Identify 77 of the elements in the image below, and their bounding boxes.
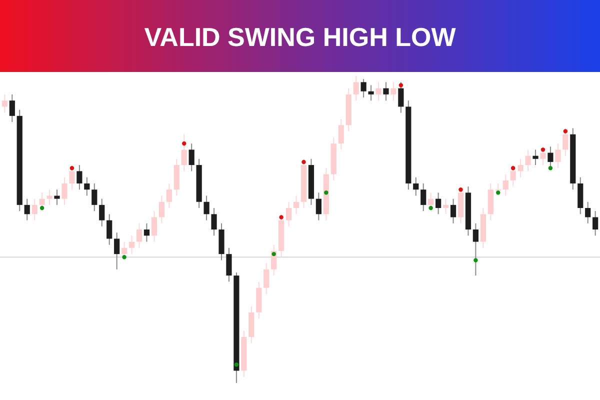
point <box>540 148 546 152</box>
candlestick <box>368 84 374 102</box>
point <box>324 190 328 195</box>
candlestick <box>128 235 135 255</box>
candlestick <box>204 195 210 221</box>
candlestick <box>353 76 359 102</box>
candlestick <box>510 164 516 188</box>
candlestick <box>69 164 75 190</box>
candlestick <box>62 176 68 206</box>
candlestick <box>518 158 524 178</box>
point <box>70 166 74 170</box>
candlestick <box>76 164 82 190</box>
candlestick <box>24 198 30 221</box>
candlestick <box>188 143 194 172</box>
candlestick <box>136 222 142 248</box>
point <box>40 206 44 210</box>
candlestick <box>532 149 538 166</box>
candlestick <box>436 192 442 215</box>
candlestick <box>114 232 120 270</box>
candlestick <box>293 195 300 215</box>
point <box>458 187 463 192</box>
candlestick <box>158 195 164 224</box>
point <box>496 190 500 195</box>
candlestick <box>54 189 60 206</box>
candlestick <box>413 176 419 196</box>
candlestick <box>540 146 546 166</box>
chart-title: VALID SWING HIGH LOW <box>144 22 456 52</box>
candlestick <box>181 134 187 172</box>
point <box>548 166 553 170</box>
candlestick <box>383 82 389 102</box>
candlestick <box>264 262 270 294</box>
candlestick <box>316 192 322 221</box>
candlestick <box>39 192 45 212</box>
candlestick <box>166 182 172 209</box>
candlestick <box>360 78 366 98</box>
candlestick <box>84 176 90 196</box>
candlestick <box>92 182 98 212</box>
candlestick <box>376 82 382 102</box>
candlestick <box>211 208 217 236</box>
candlestick <box>286 201 292 227</box>
candlestick <box>144 222 150 242</box>
point <box>302 160 306 164</box>
point <box>474 258 478 262</box>
candlestick <box>226 247 232 282</box>
candlestick <box>585 201 591 224</box>
candlestick <box>9 94 15 123</box>
point <box>279 215 284 220</box>
point <box>428 206 433 210</box>
point <box>563 129 568 134</box>
candlestick <box>390 82 396 102</box>
candlestick <box>46 189 52 206</box>
point <box>510 166 516 170</box>
candlestick <box>106 214 112 246</box>
candlestick <box>495 182 501 196</box>
candlestick <box>555 143 561 169</box>
candlestick <box>420 182 426 212</box>
point <box>272 252 276 256</box>
point <box>398 83 404 88</box>
candlestick <box>121 241 128 261</box>
candlestick <box>548 146 554 169</box>
candlestick <box>562 128 568 156</box>
point <box>122 255 126 260</box>
candlestick <box>99 198 105 227</box>
point <box>234 362 239 367</box>
candlestick <box>151 210 158 242</box>
candlestick <box>525 149 531 172</box>
candlestick <box>472 222 479 276</box>
candlestick <box>398 82 404 114</box>
candlestick <box>428 192 434 212</box>
candlestick <box>592 210 598 236</box>
candlestick <box>502 174 508 196</box>
point <box>182 141 186 146</box>
candlestick <box>338 118 344 150</box>
candlestick <box>442 198 449 215</box>
candlestick <box>450 198 456 224</box>
candlestick <box>2 94 8 114</box>
candlestick <box>32 198 38 221</box>
